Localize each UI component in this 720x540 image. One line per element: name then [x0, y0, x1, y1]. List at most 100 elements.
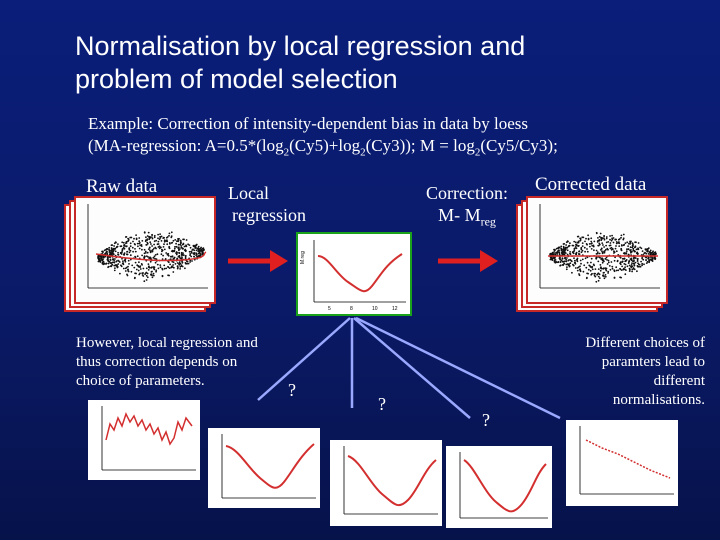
scatter-point [106, 258, 109, 261]
scatter-point [582, 236, 585, 239]
scatter-point [621, 244, 623, 247]
scatter-point [563, 260, 566, 263]
scatter-point [599, 256, 601, 259]
scatter-point [130, 270, 133, 273]
scatter-point [156, 263, 159, 266]
scatter-point [610, 261, 613, 263]
scatter-point [167, 274, 169, 277]
scatter-point [162, 236, 165, 239]
scatter-point [562, 260, 564, 263]
scatter-point [111, 251, 114, 254]
scatter-point [608, 265, 611, 267]
scatter-point [112, 258, 114, 261]
scatter-point [590, 273, 593, 276]
scatter-point [113, 260, 116, 262]
scatter-point [147, 263, 150, 265]
scatter-point [137, 265, 140, 267]
scatter-point [200, 253, 202, 256]
scatter-point [150, 243, 152, 245]
scatter-point [193, 249, 196, 252]
scatter-point [634, 261, 637, 264]
scatter-point [611, 267, 614, 270]
scatter-point [141, 248, 143, 251]
scatter-point [170, 231, 173, 234]
scatter-point [120, 264, 122, 267]
scatter-point [172, 239, 175, 242]
scatter-point [634, 241, 636, 244]
scatter-point [607, 261, 610, 264]
scatter-point [582, 270, 585, 273]
scatter-point [613, 276, 616, 279]
scatter-point [649, 249, 652, 252]
scatter-point [640, 260, 642, 263]
scatter-point [107, 262, 110, 265]
scatter-point [585, 266, 588, 269]
scatter-point [127, 239, 130, 242]
svg-text:5: 5 [328, 306, 331, 312]
scatter-point [571, 251, 574, 253]
scatter-point [135, 268, 138, 271]
scatter-point [603, 275, 605, 278]
scatter-point [597, 279, 600, 282]
scatter-point [145, 279, 148, 281]
scatter-point [589, 245, 591, 248]
scatter-point [628, 264, 631, 267]
scatter-point [624, 273, 627, 276]
scatter-point [181, 247, 184, 249]
scatter-point [598, 277, 601, 279]
scatter-point [115, 265, 118, 267]
scatter-point [560, 259, 563, 262]
scatter-point [555, 247, 558, 250]
scatter-point [590, 257, 593, 260]
scatter-point [163, 248, 166, 251]
scatter-point [158, 247, 161, 250]
scatter-point [165, 252, 168, 254]
scatter-point [596, 251, 599, 254]
scatter-point [604, 274, 607, 276]
scatter-point [577, 235, 580, 238]
scatter-point [630, 240, 632, 243]
scatter-point [123, 247, 126, 250]
scatter-point [145, 274, 148, 277]
scatter-point [573, 240, 576, 243]
scatter-point [597, 244, 600, 247]
pointer-line [355, 316, 561, 420]
scatter-point [138, 261, 140, 264]
scatter-point [631, 270, 633, 273]
local-regression-label: Local regression [228, 182, 306, 226]
scatter-point [140, 245, 143, 247]
example-part: (Cy3)); M = log [365, 136, 475, 155]
scatter-point [177, 243, 180, 246]
scatter-point [569, 242, 571, 245]
scatter-point [114, 247, 117, 250]
scatter-point [630, 264, 633, 266]
scatter-point [638, 263, 640, 266]
scatter-point [583, 246, 586, 249]
scatter-point [556, 251, 559, 253]
scatter-point [114, 267, 116, 269]
scatter-point [160, 240, 163, 242]
scatter-point [159, 264, 162, 266]
scatter-point [611, 265, 614, 268]
scatter-point [178, 249, 180, 252]
scatter-point [564, 246, 567, 249]
scatter-point [630, 266, 633, 269]
scatter-point [172, 264, 174, 266]
scatter-point [109, 259, 112, 261]
scatter-point [113, 242, 116, 245]
scatter-point [567, 264, 570, 267]
scatter-point [619, 263, 622, 266]
scatter-point [152, 274, 155, 277]
scatter-point [550, 258, 553, 260]
different-line-1: Different choices of [585, 335, 705, 351]
scatter-point [155, 269, 158, 272]
scatter-point [596, 256, 598, 259]
scatter-point [574, 262, 577, 265]
scatter-point [128, 251, 131, 254]
scatter-point [139, 268, 142, 270]
scatter-point [191, 260, 193, 262]
scatter-point [605, 241, 608, 244]
scatter-point [154, 246, 157, 249]
scatter-point [172, 261, 175, 264]
scatter-point [599, 269, 602, 272]
